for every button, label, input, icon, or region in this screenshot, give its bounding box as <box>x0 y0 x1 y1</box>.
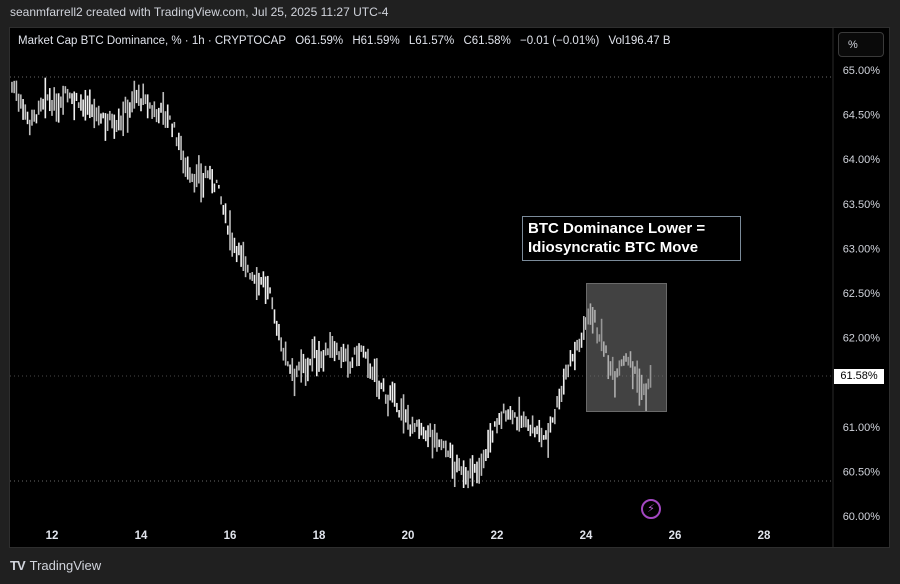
annotation-line-1: BTC Dominance Lower = <box>528 220 706 237</box>
price-axis-label: 64.50% <box>843 110 881 122</box>
legend-symbol[interactable]: Market Cap BTC Dominance, % · 1h · CRYPT… <box>18 35 286 47</box>
annotation-line-2: Idiosyncratic BTC Move <box>528 239 699 256</box>
time-axis-label: 20 <box>402 530 415 542</box>
price-axis-label: 63.50% <box>843 199 881 211</box>
highlight-rectangle[interactable] <box>586 283 667 412</box>
tradingview-logo-icon: TV <box>10 558 26 573</box>
annotation-textbox[interactable]: BTC Dominance Lower = Idiosyncratic BTC … <box>522 216 741 261</box>
last-price-tag: 61.58% <box>834 369 884 384</box>
ohlc-bars <box>11 77 652 489</box>
legend-change: −0.01 (−0.01%) <box>520 35 600 47</box>
chart-credit: seanmfarrell2 created with TradingView.c… <box>10 5 389 19</box>
time-axis-label: 28 <box>758 530 771 542</box>
time-axis-label: 24 <box>580 530 593 542</box>
time-axis-label: 22 <box>491 530 504 542</box>
price-axis[interactable]: 65.00% 64.50% 64.00% 63.50% 63.00% 62.50% 62.0… <box>843 65 881 523</box>
price-axis-label: 65.00% <box>843 65 881 77</box>
tradingview-brand[interactable]: TV TradingView <box>10 558 101 573</box>
price-axis-label: 60.50% <box>843 466 881 478</box>
legend-low: L61.57% <box>408 35 455 47</box>
price-axis-label: 62.00% <box>843 333 881 345</box>
time-axis-label: 16 <box>224 530 237 542</box>
time-axis-label: 18 <box>313 530 326 542</box>
legend-open: O61.59% <box>295 35 344 47</box>
time-axis[interactable]: 12 14 16 18 20 22 24 26 28 <box>46 530 771 542</box>
time-axis-label: 26 <box>669 530 682 542</box>
price-axis-label: 62.50% <box>843 288 881 300</box>
legend-high: H61.59% <box>352 35 400 47</box>
symbol-legend: Market Cap BTC Dominance, % · 1h · CRYPT… <box>18 35 677 47</box>
price-axis-label: 64.00% <box>843 154 881 166</box>
brand-name: TradingView <box>29 558 102 573</box>
price-axis-label: 60.00% <box>843 511 881 523</box>
time-axis-label: 12 <box>46 530 59 542</box>
legend-volume: Vol196.47 B <box>608 35 671 47</box>
lightning-event-icon[interactable]: ⚡ <box>641 499 661 519</box>
percent-scale-button[interactable]: % <box>838 32 884 57</box>
legend-close: C61.58% <box>463 35 511 47</box>
time-axis-label: 14 <box>135 530 148 542</box>
price-axis-label: 63.00% <box>843 243 881 255</box>
price-axis-label: 61.00% <box>843 422 881 434</box>
